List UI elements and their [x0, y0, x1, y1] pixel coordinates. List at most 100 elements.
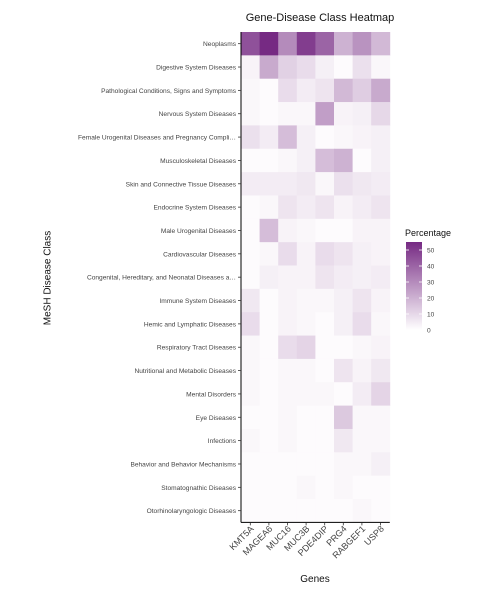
heatmap-cell: [241, 382, 260, 406]
heatmap-cell: [315, 195, 335, 220]
colorbar-tick-label: 0: [427, 328, 431, 335]
heatmap-cell: [241, 358, 260, 383]
heatmap-cell: [278, 452, 298, 477]
heatmap-cell: [241, 428, 260, 453]
heatmap-cell: [241, 102, 260, 126]
heatmap-cell: [352, 428, 372, 453]
heatmap-cell: [278, 218, 298, 243]
heatmap-cell: [296, 358, 316, 383]
y-tick-label: Musculoskeletal Diseases: [160, 158, 237, 165]
heatmap-cell: [334, 288, 353, 313]
heatmap-cell: [352, 499, 372, 523]
heatmap-cell: [296, 335, 316, 360]
y-tick-label: Female Urogenital Diseases and Pregnancy…: [78, 135, 236, 142]
heatmap-cell: [334, 55, 353, 80]
heatmap-cell: [278, 312, 298, 336]
heatmap-cell: [259, 358, 279, 383]
heatmap-cell: [315, 78, 335, 103]
heatmap-cell: [352, 452, 372, 477]
colorbar-tick-label: 10: [427, 312, 435, 319]
heatmap-cell: [296, 499, 316, 523]
heatmap-cell: [315, 358, 335, 383]
y-tick-label: Stomatognathic Diseases: [161, 485, 236, 492]
heatmap-cell: [334, 335, 353, 360]
x-axis-label: Genes: [300, 574, 330, 585]
heatmap-cell: [334, 78, 353, 103]
heatmap-cell: [259, 288, 279, 313]
heatmap-cell: [352, 32, 372, 56]
y-tick-label: Neoplasms: [203, 41, 237, 48]
heatmap-cell: [259, 148, 279, 173]
heatmap-cell: [352, 78, 372, 103]
heatmap-cell: [371, 358, 391, 383]
heatmap-cell: [334, 405, 353, 430]
heatmap-cell: [352, 265, 372, 290]
heatmap-cell: [259, 195, 279, 220]
heatmap-cell: [259, 452, 279, 477]
heatmap-cell: [241, 405, 260, 430]
y-tick-label: Skin and Connective Tissue Diseases: [126, 181, 237, 188]
heatmap-cell: [278, 195, 298, 220]
heatmap-cell: [241, 499, 260, 523]
heatmap-cell: [315, 265, 335, 290]
heatmap-cell: [334, 312, 353, 336]
heatmap-cell: [334, 32, 353, 56]
y-tick-label: Otorhinolaryngologic Diseases: [147, 508, 237, 515]
heatmap-cell: [371, 335, 391, 360]
heatmap-cell: [352, 358, 372, 383]
heatmap-cell: [296, 148, 316, 173]
heatmap-cell: [296, 218, 316, 243]
heatmap-cell: [352, 382, 372, 406]
heatmap-cell: [241, 195, 260, 220]
heatmap-cell: [315, 452, 335, 477]
heatmap-cell: [371, 55, 391, 80]
heatmap-cell: [371, 172, 391, 196]
heatmap-cell: [334, 358, 353, 383]
heatmap-cell: [315, 102, 335, 126]
heatmap-cell: [241, 475, 260, 500]
heatmap-cell: [334, 125, 353, 150]
heatmap-cell: [315, 32, 335, 56]
heatmap-cell: [352, 242, 372, 266]
heatmap-cell: [371, 265, 391, 290]
heatmap-cell: [352, 102, 372, 126]
heatmap-cell: [296, 288, 316, 313]
heatmap-cell: [334, 499, 353, 523]
y-tick-label: Nervous System Diseases: [159, 111, 237, 118]
heatmap-cell: [334, 475, 353, 500]
heatmap-cell: [278, 78, 298, 103]
heatmap-cell: [352, 148, 372, 173]
heatmap-cell: [278, 32, 298, 56]
colorbar-tick-label: 30: [427, 280, 435, 287]
heatmap-cell: [334, 172, 353, 196]
y-tick-label: Mental Disorders: [186, 391, 237, 398]
heatmap-cell: [315, 148, 335, 173]
heatmap-cell: [259, 32, 279, 56]
heatmap-cell: [296, 312, 316, 336]
heatmap-cell: [259, 125, 279, 150]
heatmap-cell: [371, 312, 391, 336]
heatmap-cell: [315, 172, 335, 196]
heatmap-cell: [315, 312, 335, 336]
y-tick-label: Respiratory Tract Diseases: [157, 345, 237, 352]
heatmap-cell: [278, 335, 298, 360]
heatmap-cell: [241, 335, 260, 360]
y-tick-label: Nutritional and Metabolic Diseases: [134, 368, 236, 375]
heatmap-cell: [371, 242, 391, 266]
y-tick-label: Immune System Diseases: [159, 298, 236, 305]
heatmap-cell: [315, 55, 335, 80]
heatmap-cell: [241, 125, 260, 150]
colorbar-title: Percentage: [405, 228, 452, 238]
y-tick-label: Endocrine System Diseases: [154, 205, 237, 212]
chart-title: Gene-Disease Class Heatmap: [245, 12, 395, 24]
heatmap-cell: [296, 78, 316, 103]
heatmap-cell: [371, 452, 391, 477]
heatmap-cell: [334, 382, 353, 406]
heatmap-cell: [352, 125, 372, 150]
heatmap-cell: [371, 78, 391, 103]
heatmap-cell: [334, 452, 353, 477]
heatmap-cell: [352, 405, 372, 430]
heatmap-cell: [371, 499, 391, 523]
heatmap-cell: [315, 218, 335, 243]
heatmap-cell: [352, 475, 372, 500]
